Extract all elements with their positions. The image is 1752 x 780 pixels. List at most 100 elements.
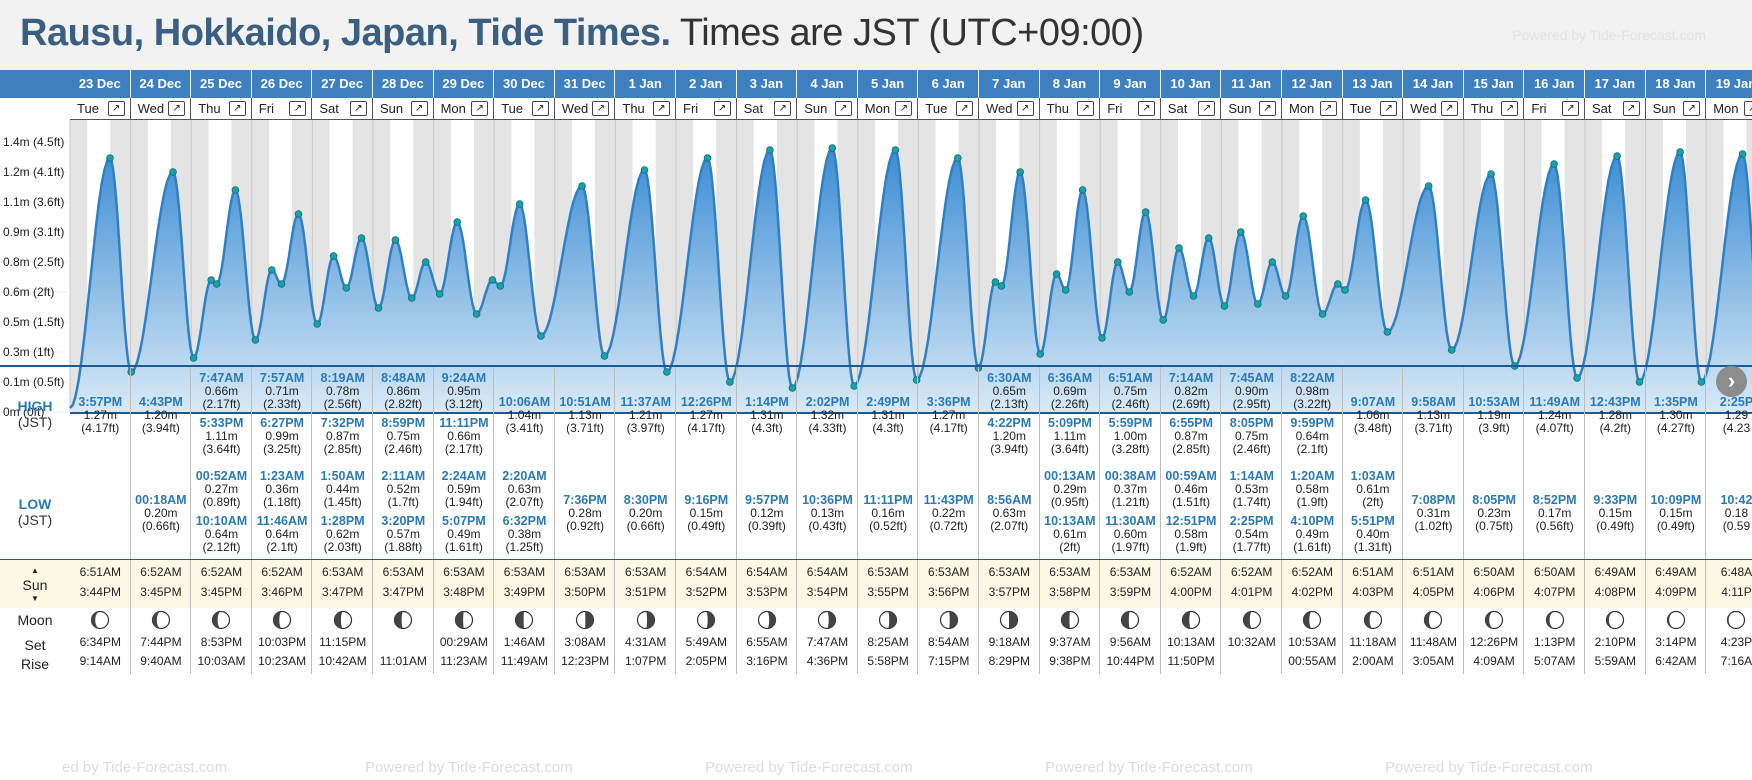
low-tide-entry: 8:56AM 0.63m (2.07ft): [979, 494, 1040, 533]
expand-day-icon[interactable]: ↗: [895, 101, 912, 116]
tide-extreme-point: [892, 147, 899, 154]
low-tide-entry: 7:08PM 0.31m (1.02ft): [1403, 494, 1464, 533]
expand-day-icon[interactable]: ↗: [835, 101, 852, 116]
tide-extreme-point: [1142, 209, 1149, 216]
set-label: Set: [0, 636, 70, 655]
expand-day-icon[interactable]: ↗: [350, 101, 367, 116]
moon-phase-icon: [1726, 610, 1746, 630]
day-of-week-cell: Thu ↗: [191, 98, 252, 120]
y-axis-tick-label: 0.9m (3.1ft): [0, 225, 68, 239]
expand-day-icon[interactable]: ↗: [289, 101, 306, 116]
moonrise-time: 1:07PM: [615, 652, 676, 671]
expand-day-icon[interactable]: ↗: [1380, 101, 1397, 116]
moon-phase-icon: [1363, 610, 1383, 630]
sunrise-time: 6:51AM: [70, 562, 131, 582]
expand-day-icon[interactable]: ↗: [1138, 101, 1155, 116]
low-tide-feet: (2ft): [1040, 541, 1101, 554]
expand-day-icon[interactable]: ↗: [1259, 101, 1276, 116]
day-of-week-label: Sun: [1228, 98, 1251, 120]
y-axis-tick-label: 0.6m (2ft): [0, 285, 68, 299]
expand-day-icon[interactable]: ↗: [532, 101, 549, 116]
low-tide-cell: 00:18AM 0.20m (0.66ft): [131, 494, 192, 533]
low-tide-cell: 2:24AM 0.59m (1.94ft) 5:07PM 0.49m (1.61ft): [434, 470, 495, 554]
day-of-week-cell: Sun ↗: [797, 98, 858, 120]
sun-times-cell: 6:53AM 3:49PM: [494, 562, 555, 602]
expand-day-icon[interactable]: ↗: [1320, 101, 1337, 116]
expand-day-icon[interactable]: ↗: [471, 101, 488, 116]
moonset-time: 9:37AM: [1040, 633, 1101, 652]
sunrise-time: 6:53AM: [555, 562, 616, 582]
tide-extreme-point: [213, 281, 220, 288]
high-tide-feet: (4.3ft): [858, 422, 919, 435]
expand-day-icon[interactable]: ↗: [1017, 101, 1034, 116]
high-tide-cell: 1:35PM 1.30m (4.27ft): [1646, 396, 1707, 435]
expand-day-icon[interactable]: ↗: [168, 101, 185, 116]
tide-extreme-point: [1282, 293, 1289, 300]
low-tide-entry: 1:28PM 0.62m (2.03ft): [312, 515, 373, 554]
day-of-week-label: Thu: [622, 98, 644, 120]
day-of-week-label: Thu: [1047, 98, 1069, 120]
moon-cell: 9:18AM 8:29PM: [979, 610, 1040, 671]
low-tide-entry: 11:43PM 0.22m (0.72ft): [918, 494, 979, 533]
sunrise-time: 6:51AM: [1343, 562, 1404, 582]
expand-day-icon[interactable]: ↗: [108, 101, 125, 116]
y-axis-tick-label: 0.5m (1.5ft): [0, 315, 68, 329]
moonrise-time: 9:14AM: [70, 652, 131, 671]
expand-day-icon[interactable]: ↗: [956, 101, 973, 116]
day-of-week-cell: Sun ↗: [1646, 98, 1707, 120]
day-of-week-cell: Wed ↗: [555, 98, 616, 120]
moon-cell: 8:53PM 10:03AM: [191, 610, 252, 671]
expand-day-icon[interactable]: ↗: [411, 101, 428, 116]
low-tide-feet: (0.49ft): [1646, 520, 1707, 533]
day-of-week-label: Fri: [1531, 98, 1546, 120]
moonset-time: 6:55AM: [737, 633, 798, 652]
day-of-week-cell: Fri ↗: [676, 98, 737, 120]
moon-times: 11:18AM 2:00AM: [1343, 633, 1404, 671]
date-header: 24 Dec: [131, 70, 192, 98]
sun-times-cell: 6:53AM 3:59PM: [1100, 562, 1161, 602]
low-tide-entry: 2:25PM 0.54m (1.77ft): [1221, 515, 1282, 554]
expand-day-icon[interactable]: ↗: [229, 101, 246, 116]
high-tide-cell: 12:26PM 1.27m (4.17ft): [676, 396, 737, 435]
moonrise-time: 10:44PM: [1100, 652, 1161, 671]
moonset-time: 4:31AM: [615, 633, 676, 652]
tide-extreme-point: [1488, 171, 1495, 178]
expand-day-icon[interactable]: ↗: [1562, 101, 1579, 116]
expand-day-icon[interactable]: ↗: [1441, 101, 1458, 116]
moon-shadow: [888, 612, 896, 629]
moon-phase-icon: [1484, 610, 1504, 630]
moonset-time: 2:10PM: [1585, 633, 1646, 652]
tide-extreme-point: [1636, 379, 1643, 386]
next-days-button[interactable]: ›: [1716, 366, 1747, 397]
low-tide-entry: 00:52AM 0.27m (0.89ft): [191, 470, 252, 509]
low-tide-cell: 10:09PM 0.15m (0.49ft): [1646, 494, 1707, 533]
high-tide-feet: (4.2ft): [1585, 422, 1646, 435]
expand-day-icon[interactable]: ↗: [1077, 101, 1094, 116]
high-tide-feet: (3.22ft): [1282, 398, 1343, 411]
expand-day-icon[interactable]: ↗: [714, 101, 731, 116]
expand-day-icon[interactable]: ↗: [1198, 101, 1215, 116]
date-header: 18 Jan: [1646, 70, 1707, 98]
expand-day-icon[interactable]: ↗: [1683, 101, 1700, 116]
sunrise-time: 6:50AM: [1464, 562, 1525, 582]
moon-times: 5:49AM 2:05PM: [676, 633, 737, 671]
high-tide-cell: 12:43PM 1.28m (4.2ft): [1585, 396, 1646, 435]
expand-day-icon[interactable]: ↗: [1501, 101, 1518, 116]
day-of-week-label: Wed: [1410, 98, 1437, 120]
sun-times-cell: 6:52AM 4:02PM: [1282, 562, 1343, 602]
moon-cell: 4:31AM 1:07PM: [615, 610, 676, 671]
expand-day-icon[interactable]: ↗: [592, 101, 609, 116]
sunset-time: 3:49PM: [494, 582, 555, 602]
high-tide-entry: 8:22AM 0.98m (3.22ft): [1282, 372, 1343, 411]
expand-day-icon[interactable]: ↗: [653, 101, 670, 116]
tide-extreme-point: [1237, 229, 1244, 236]
expand-day-icon[interactable]: ↗: [774, 101, 791, 116]
low-tide-entry: 10:13AM 0.61m (2ft): [1040, 515, 1101, 554]
expand-day-icon[interactable]: ↗: [1623, 101, 1640, 116]
day-of-week-cell: Sat ↗: [1161, 98, 1222, 120]
sunset-time: 3:56PM: [918, 582, 979, 602]
expand-day-icon[interactable]: ↗: [1744, 101, 1752, 116]
moon-phase-icon: [636, 610, 656, 630]
moon-times: 00:29AM 11:23AM: [434, 633, 495, 671]
high-tide-cell: 10:51AM 1.13m (3.71ft): [555, 396, 616, 435]
